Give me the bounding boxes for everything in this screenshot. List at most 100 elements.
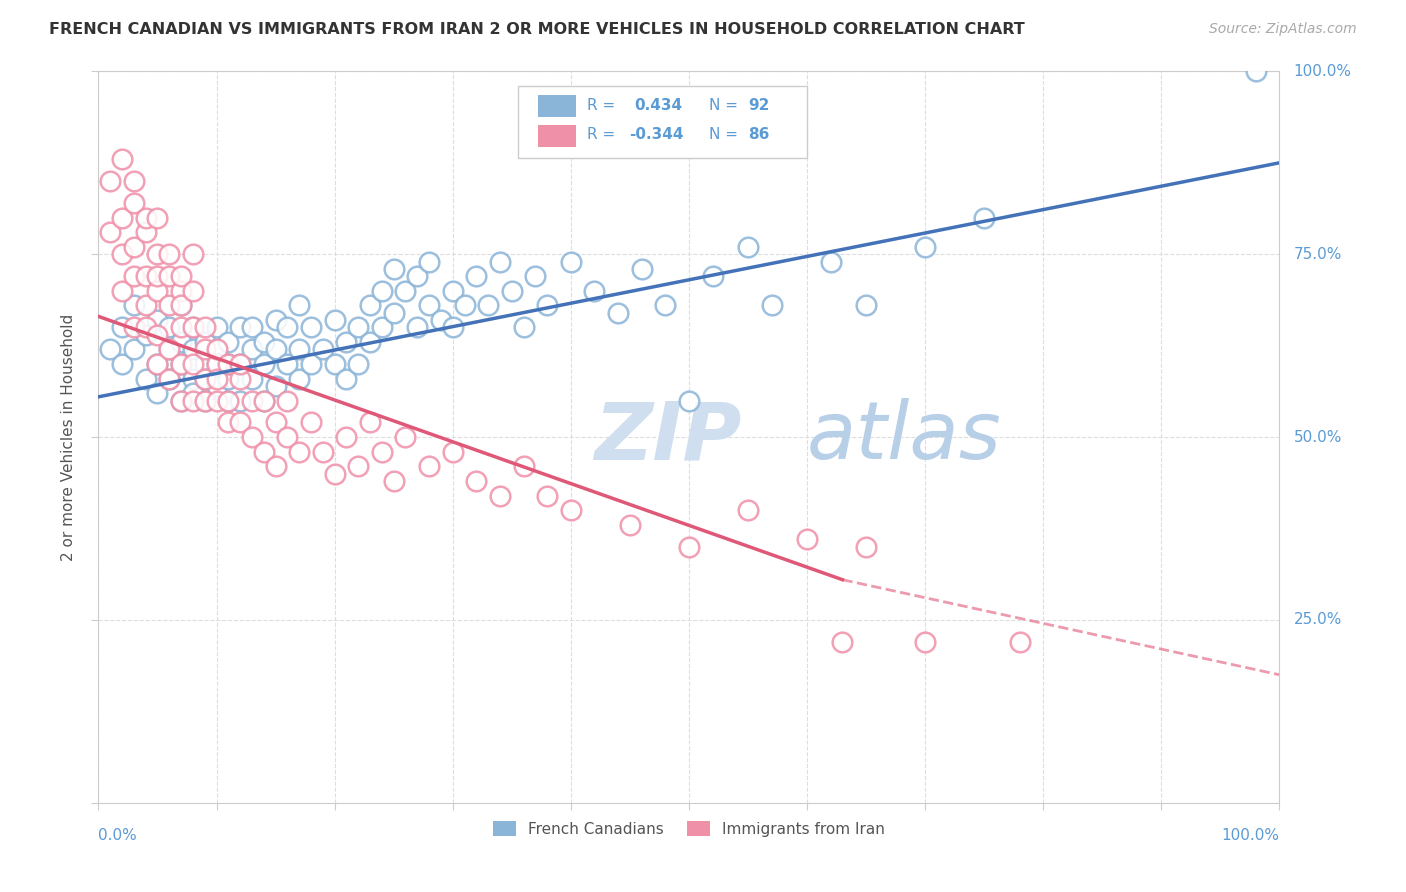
Point xyxy=(217,357,239,371)
Text: N =: N = xyxy=(709,128,742,143)
Point xyxy=(122,240,145,254)
Point xyxy=(122,174,145,188)
Point xyxy=(170,393,193,408)
Point xyxy=(796,533,818,547)
Point xyxy=(122,269,145,284)
Point xyxy=(111,320,134,334)
Point xyxy=(312,444,335,458)
Point xyxy=(359,334,381,349)
Point xyxy=(98,174,121,188)
Point xyxy=(181,320,204,334)
Point xyxy=(560,254,582,268)
Point xyxy=(170,357,193,371)
Point xyxy=(253,444,276,458)
Point xyxy=(914,240,936,254)
Point xyxy=(536,489,558,503)
Point xyxy=(335,371,357,385)
Point xyxy=(406,320,429,334)
Text: 86: 86 xyxy=(748,128,769,143)
Point xyxy=(323,467,346,481)
Point xyxy=(146,211,169,225)
Point xyxy=(122,320,145,334)
Point xyxy=(264,343,287,357)
Point xyxy=(820,254,842,268)
Point xyxy=(761,298,783,312)
Point xyxy=(323,313,346,327)
Point xyxy=(157,269,180,284)
Point xyxy=(229,357,252,371)
Point xyxy=(394,430,416,444)
Point xyxy=(855,540,877,554)
Point xyxy=(205,357,228,371)
FancyBboxPatch shape xyxy=(537,125,575,146)
Text: R =: R = xyxy=(588,128,620,143)
Point xyxy=(135,327,157,342)
Point xyxy=(146,269,169,284)
Text: atlas: atlas xyxy=(807,398,1002,476)
Point xyxy=(181,320,204,334)
Point xyxy=(489,489,512,503)
Text: 100.0%: 100.0% xyxy=(1294,64,1351,78)
Point xyxy=(737,503,759,517)
Point xyxy=(194,393,217,408)
Point xyxy=(170,298,193,312)
Y-axis label: 2 or more Vehicles in Household: 2 or more Vehicles in Household xyxy=(60,313,76,561)
Point xyxy=(205,343,228,357)
Point xyxy=(122,298,145,312)
Point xyxy=(560,503,582,517)
Point xyxy=(135,269,157,284)
Point xyxy=(253,334,276,349)
Point xyxy=(170,269,193,284)
Point xyxy=(217,393,239,408)
Point xyxy=(678,393,700,408)
Point xyxy=(299,320,322,334)
Text: 0.434: 0.434 xyxy=(634,98,683,113)
Point xyxy=(323,357,346,371)
Point xyxy=(501,284,523,298)
Point xyxy=(512,459,534,474)
Point xyxy=(135,225,157,239)
Point xyxy=(205,343,228,357)
Point xyxy=(607,306,630,320)
Point xyxy=(406,269,429,284)
Point xyxy=(630,261,652,276)
Point xyxy=(194,343,217,357)
Point xyxy=(111,211,134,225)
Point xyxy=(111,247,134,261)
Point xyxy=(146,247,169,261)
Point xyxy=(229,416,252,430)
Point xyxy=(157,371,180,385)
Point xyxy=(135,211,157,225)
Point xyxy=(264,459,287,474)
Point xyxy=(194,357,217,371)
Point xyxy=(98,225,121,239)
Point xyxy=(146,327,169,342)
Point xyxy=(418,254,440,268)
Point xyxy=(170,298,193,312)
Point xyxy=(170,393,193,408)
Point xyxy=(181,357,204,371)
Text: 75.0%: 75.0% xyxy=(1294,247,1341,261)
Point xyxy=(288,343,311,357)
Point xyxy=(194,371,217,385)
Text: R =: R = xyxy=(588,98,626,113)
Point xyxy=(146,386,169,401)
Point xyxy=(702,269,724,284)
Point xyxy=(240,430,263,444)
Point xyxy=(240,320,263,334)
Point xyxy=(170,357,193,371)
Point xyxy=(194,371,217,385)
Text: 100.0%: 100.0% xyxy=(1222,829,1279,844)
Point xyxy=(855,298,877,312)
Point xyxy=(430,313,453,327)
Point xyxy=(122,196,145,211)
Point xyxy=(217,371,239,385)
Point xyxy=(229,393,252,408)
Point xyxy=(583,284,606,298)
Point xyxy=(253,357,276,371)
Point xyxy=(111,152,134,166)
Point xyxy=(205,320,228,334)
Point xyxy=(394,284,416,298)
Point xyxy=(299,416,322,430)
Point xyxy=(359,416,381,430)
